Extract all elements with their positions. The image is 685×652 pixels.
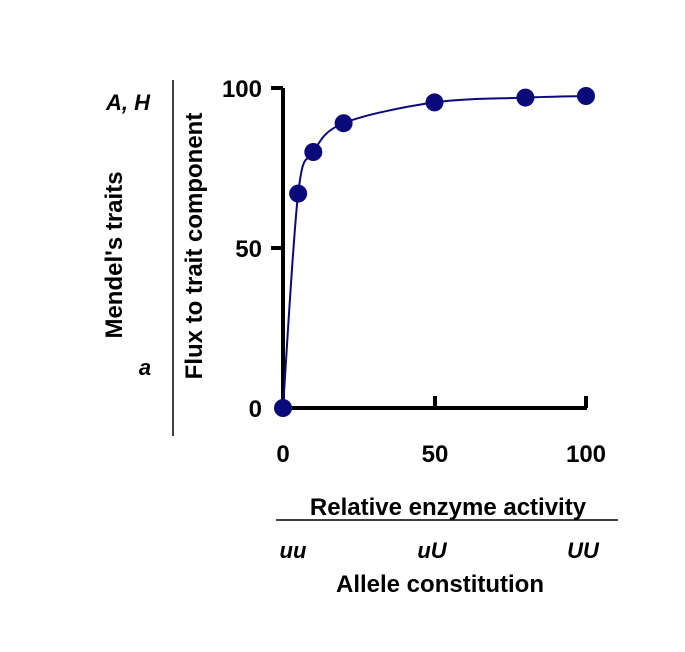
series-curve (282, 95, 587, 409)
mendel-annotation-AH: A, H (105, 90, 151, 115)
allele-axis-title: Allele constitution (336, 571, 544, 598)
y-tick-label-0: 0 (249, 396, 262, 423)
x-tick-label-0: 0 (276, 441, 289, 468)
y-tick-label-100: 100 (222, 76, 262, 103)
data-point-5 (516, 88, 535, 107)
data-point-3 (334, 114, 353, 133)
x-tick-label-50: 50 (422, 441, 449, 468)
y-tick-label-50: 50 (235, 236, 262, 263)
x-axis-title: Relative enzyme activity (310, 494, 587, 521)
data-point-0 (274, 399, 292, 417)
allele-label-uU: uU (417, 538, 447, 563)
y-axis-title: Flux to trait component (181, 113, 208, 380)
mendel-annotation-a: a (139, 355, 151, 380)
allele-label-uu: uu (280, 538, 307, 563)
allele-label-UU: UU (567, 538, 600, 563)
data-point-4 (425, 93, 444, 112)
mendel-traits-title: Mendel's traits (101, 171, 128, 338)
data-point-1 (289, 184, 308, 203)
x-tick-label-100: 100 (566, 441, 606, 468)
data-point-6 (577, 87, 595, 105)
series-points (274, 87, 595, 417)
data-point-2 (304, 143, 323, 161)
